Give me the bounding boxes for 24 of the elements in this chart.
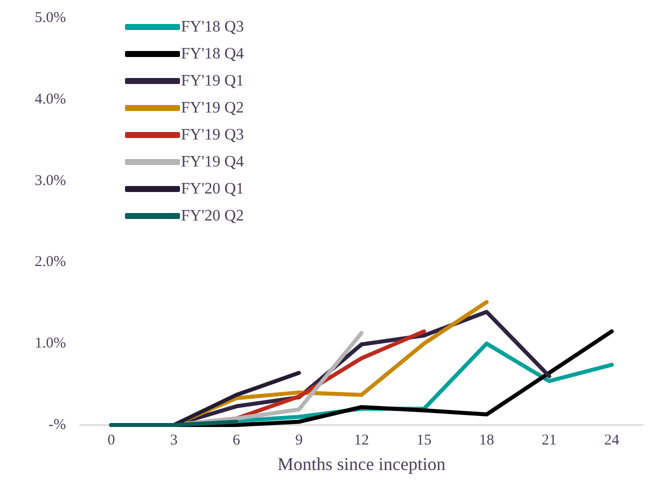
y-tick-label: 1.0% <box>34 336 66 352</box>
x-tick-label: 0 <box>108 432 116 448</box>
y-tick-label: 3.0% <box>34 172 66 189</box>
y-tick-label: 5.0% <box>34 10 66 26</box>
x-tick-label: 15 <box>416 432 432 448</box>
legend-label: FY'18 Q3 <box>181 18 244 36</box>
x-tick-label: 3 <box>170 432 178 448</box>
x-tick-label: 12 <box>354 432 369 448</box>
legend-label: FY'19 Q4 <box>181 154 244 170</box>
x-tick-label: 9 <box>295 432 303 448</box>
legend-label: FY'19 Q3 <box>181 126 244 144</box>
legend-label: FY'19 Q2 <box>181 100 244 116</box>
x-tick-label: 24 <box>604 432 620 448</box>
y-tick-label: -% <box>48 417 66 433</box>
legend-label: FY'20 Q2 <box>181 208 244 224</box>
x-tick-label: 6 <box>232 432 241 448</box>
y-tick-label: 4.0% <box>34 91 66 108</box>
legend-label: FY'19 Q1 <box>181 72 244 90</box>
y-tick-label: 2.0% <box>34 254 66 270</box>
x-axis-title: Months since inception <box>278 454 446 474</box>
legend-label: FY'18 Q4 <box>181 46 244 62</box>
legend-label: FY'20 Q1 <box>181 180 244 198</box>
x-tick-label: 21 <box>542 432 557 448</box>
x-tick-label: 18 <box>479 432 494 448</box>
